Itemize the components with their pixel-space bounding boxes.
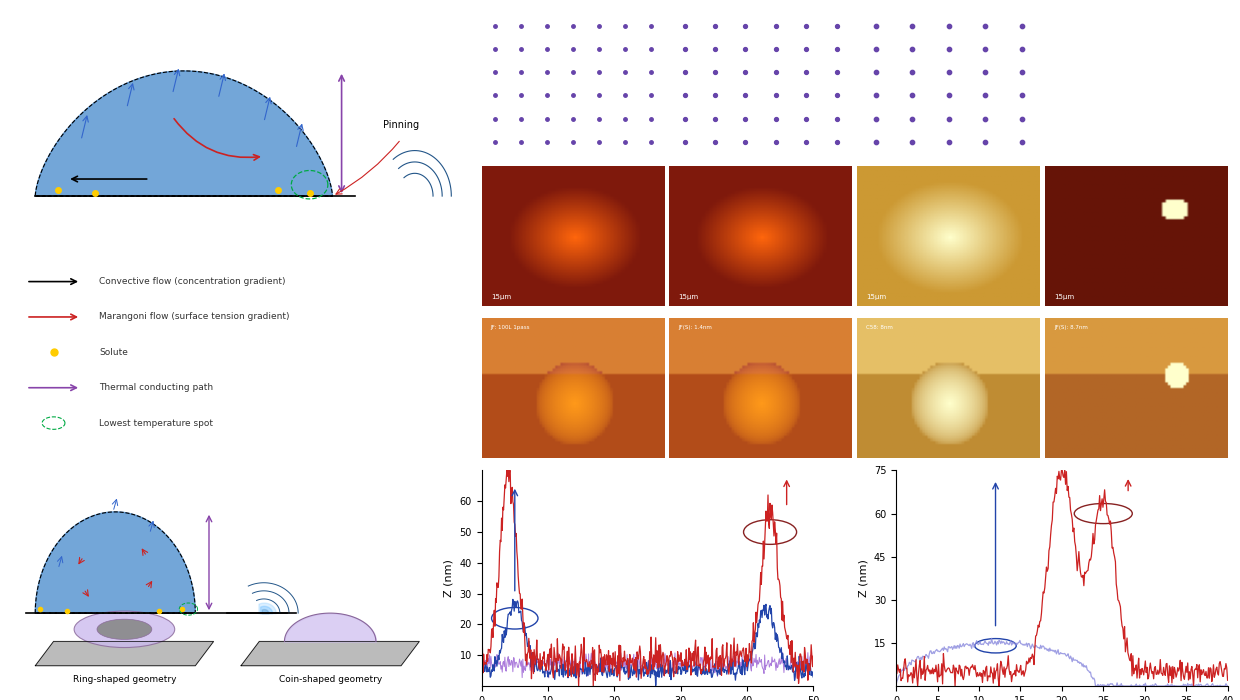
Text: Solute: Solute xyxy=(99,348,128,357)
Y-axis label: Z (nm): Z (nm) xyxy=(444,559,454,597)
Text: 15μm: 15μm xyxy=(867,293,887,300)
Polygon shape xyxy=(35,512,195,613)
Text: C58: 8nm: C58: 8nm xyxy=(867,326,893,330)
Text: Convective flow (concentration gradient): Convective flow (concentration gradient) xyxy=(99,277,285,286)
Text: JF(S): 8.7nm: JF(S): 8.7nm xyxy=(1054,326,1089,330)
Text: Lowest temperature spot: Lowest temperature spot xyxy=(99,419,213,428)
Text: Ring-shaped geometry: Ring-shaped geometry xyxy=(73,675,176,684)
Ellipse shape xyxy=(97,620,151,639)
Ellipse shape xyxy=(74,611,175,648)
Polygon shape xyxy=(35,641,213,666)
Y-axis label: Z (nm): Z (nm) xyxy=(858,559,868,597)
Text: 15μm: 15μm xyxy=(1054,293,1074,300)
Text: Pinning: Pinning xyxy=(383,120,419,130)
Text: JF: 100L 1pass: JF: 100L 1pass xyxy=(491,326,531,330)
Text: 15μm: 15μm xyxy=(491,293,511,300)
Polygon shape xyxy=(35,71,332,196)
Text: Coin-shaped geometry: Coin-shaped geometry xyxy=(279,675,382,684)
Polygon shape xyxy=(241,641,419,666)
Text: 15μm: 15μm xyxy=(678,293,698,300)
Text: Thermal conducting path: Thermal conducting path xyxy=(99,383,213,392)
Text: JF(S): 1.4nm: JF(S): 1.4nm xyxy=(678,326,713,330)
Text: Marangoni flow (surface tension gradient): Marangoni flow (surface tension gradient… xyxy=(99,312,290,321)
